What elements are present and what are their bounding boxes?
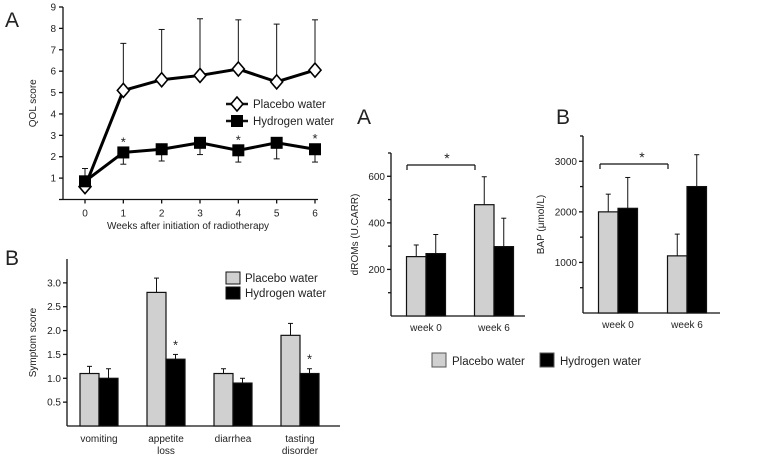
hydrogen-bar bbox=[232, 382, 253, 427]
shared-legend-placebo-label: Placebo water bbox=[452, 356, 525, 368]
x-tick-label: 5 bbox=[274, 209, 280, 220]
hydrogen-bar bbox=[493, 246, 515, 317]
category-label: vomiting bbox=[80, 434, 117, 445]
panel-label: B bbox=[5, 247, 19, 270]
x-tick-label: 4 bbox=[236, 209, 242, 220]
placebo-bar bbox=[597, 211, 619, 314]
significance-star: * bbox=[307, 352, 312, 367]
hydrogen-bar bbox=[299, 372, 320, 427]
y-tick-label: 8 bbox=[50, 24, 56, 35]
category-label: diarrhea bbox=[215, 434, 252, 445]
y-tick-label: 200 bbox=[368, 265, 385, 276]
hydrogen-point bbox=[309, 143, 321, 156]
hydrogen-bar bbox=[686, 185, 708, 314]
hydrogen-point bbox=[117, 146, 130, 159]
significance-star: * bbox=[173, 337, 178, 352]
legend-hydrogen-marker bbox=[231, 115, 243, 127]
hydrogen-point bbox=[232, 144, 245, 157]
x-tick-label: 0 bbox=[82, 209, 88, 220]
y-tick-label: 4 bbox=[50, 109, 56, 120]
hydrogen-point bbox=[270, 136, 283, 149]
hydrogen-point bbox=[155, 143, 168, 156]
y-tick-label: 400 bbox=[368, 218, 385, 229]
y-tick-label: 3 bbox=[50, 131, 56, 142]
y-tick-label: 7 bbox=[50, 45, 56, 56]
y-tick-label: 3.0 bbox=[47, 278, 61, 289]
hydrogen-bar bbox=[98, 377, 119, 427]
shared-legend-hydrogen-swatch bbox=[539, 352, 555, 368]
significance-star: * bbox=[121, 134, 126, 149]
y-tick-label: 0.5 bbox=[47, 398, 61, 409]
category-label: week 0 bbox=[601, 320, 634, 331]
category-label: disorder bbox=[282, 446, 319, 455]
placebo-point bbox=[231, 60, 246, 78]
y-tick-label: 6 bbox=[50, 67, 56, 78]
significance-star: * bbox=[639, 149, 645, 165]
x-tick-label: 3 bbox=[197, 209, 203, 220]
placebo-point bbox=[307, 61, 323, 79]
legend-placebo-label: Placebo water bbox=[253, 99, 326, 111]
y-tick-label: 2000 bbox=[555, 207, 578, 218]
placebo-point bbox=[192, 67, 208, 84]
y-tick-label: 1.0 bbox=[47, 374, 61, 385]
placebo-point bbox=[116, 82, 131, 99]
legend-placebo-label: Placebo water bbox=[245, 273, 318, 285]
placebo-bar bbox=[280, 334, 301, 427]
y-tick-label: 2.0 bbox=[47, 326, 61, 337]
hydrogen-point bbox=[194, 136, 206, 149]
placebo-bar bbox=[473, 204, 495, 317]
placebo-point bbox=[269, 73, 284, 91]
category-label: week 6 bbox=[477, 323, 510, 334]
x-tick-label: 6 bbox=[312, 209, 318, 220]
y-axis-label: BAP (μmol/L) bbox=[536, 195, 547, 254]
x-tick-label: 2 bbox=[159, 209, 165, 220]
panel-label: A bbox=[5, 9, 19, 32]
hydrogen-bar bbox=[617, 207, 639, 314]
y-tick-label: 9 bbox=[50, 3, 56, 14]
y-axis-label: Symptom score bbox=[28, 307, 39, 377]
significance-star: * bbox=[444, 150, 450, 166]
y-tick-label: 1.5 bbox=[47, 350, 61, 361]
hydrogen-bar bbox=[165, 358, 186, 427]
y-tick-label: 1000 bbox=[555, 258, 578, 269]
category-label: week 0 bbox=[409, 323, 442, 334]
y-axis-label: dROMs (U.CARR) bbox=[350, 194, 361, 276]
placebo-bar bbox=[79, 372, 100, 427]
placebo-bar bbox=[146, 291, 167, 427]
panel-label: B bbox=[556, 106, 570, 129]
category-label: tasting bbox=[285, 434, 314, 445]
x-tick-label: 1 bbox=[121, 209, 127, 220]
x-axis-label: Weeks after initiation of radiotherapy bbox=[107, 221, 269, 232]
legend-placebo-marker bbox=[229, 95, 245, 113]
placebo-point bbox=[154, 71, 169, 88]
category-label: loss bbox=[157, 446, 175, 455]
significance-star: * bbox=[236, 132, 241, 147]
y-axis-label: QOL score bbox=[28, 79, 39, 127]
hydrogen-point bbox=[79, 175, 91, 188]
legend-hydrogen-swatch bbox=[225, 286, 241, 300]
y-tick-label: 2 bbox=[50, 152, 56, 163]
y-tick-label: 1 bbox=[50, 174, 56, 185]
category-label: week 6 bbox=[670, 320, 703, 331]
legend-placebo-swatch bbox=[225, 271, 241, 285]
shared-legend-placebo-swatch bbox=[431, 352, 447, 368]
panel-label: A bbox=[357, 106, 371, 129]
significance-star: * bbox=[312, 131, 317, 146]
hydrogen-bar bbox=[425, 252, 447, 317]
category-label: appetite bbox=[148, 434, 184, 445]
placebo-bar bbox=[666, 255, 688, 314]
shared-legend-hydrogen-label: Hydrogen water bbox=[560, 356, 641, 368]
y-tick-label: 3000 bbox=[555, 157, 578, 168]
legend-hydrogen-label: Hydrogen water bbox=[253, 116, 334, 128]
y-tick-label: 600 bbox=[368, 172, 385, 183]
placebo-bar bbox=[405, 256, 427, 317]
y-tick-label: 5 bbox=[50, 88, 56, 99]
legend-hydrogen-label: Hydrogen water bbox=[245, 288, 326, 300]
placebo-bar bbox=[213, 372, 234, 427]
y-tick-label: 2.5 bbox=[47, 302, 61, 313]
